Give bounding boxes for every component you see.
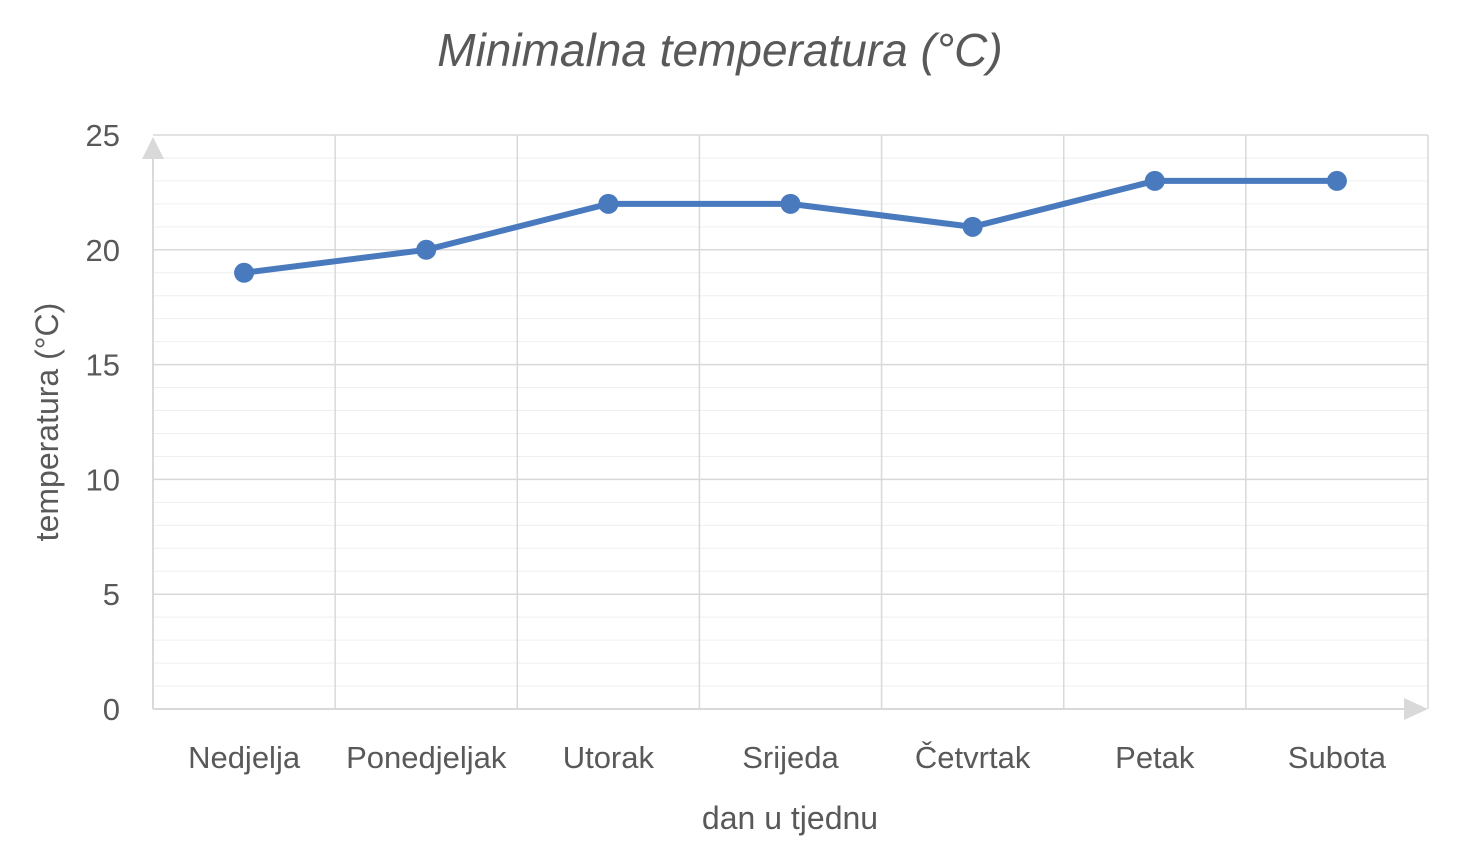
y-tick-label: 5 [103,577,120,612]
x-tick-label: Petak [1115,740,1195,775]
y-axis-arrow [142,137,164,159]
y-tick-label: 20 [86,233,120,268]
data-point [234,262,255,283]
y-axis-title: temperatura (°C) [29,303,65,542]
major-gridlines [153,134,1428,595]
minor-gridlines [153,157,1428,687]
axes [142,137,1428,720]
x-tick-label: Utorak [563,740,655,775]
x-tick-label: Nedjelja [188,740,301,775]
x-tick-label: Subota [1288,740,1387,775]
data-point [962,216,983,237]
y-tick-label: 25 [86,118,120,153]
y-axis-tick-labels: 0 5 10 15 20 25 [86,118,120,727]
chart-title: Minimalna temperatura (°C) [437,24,1002,76]
data-series [234,170,1347,283]
y-tick-label: 15 [86,348,120,383]
x-axis-tick-labels: Nedjelja Ponedjeljak Utorak Srijeda Četvrtak… [188,740,1387,775]
y-tick-label: 10 [86,462,120,497]
data-point [598,193,619,214]
data-point [780,193,801,214]
data-point [1326,170,1347,191]
data-point [1144,170,1165,191]
x-axis-title: dan u tjednu [702,800,878,836]
vertical-gridlines [334,135,1429,709]
data-point [416,239,437,260]
x-axis-arrow [1404,698,1428,720]
y-tick-label: 0 [103,692,120,727]
x-tick-label: Četvrtak [915,740,1031,775]
x-tick-label: Srijeda [742,740,839,775]
x-tick-label: Ponedjeljak [346,740,507,775]
